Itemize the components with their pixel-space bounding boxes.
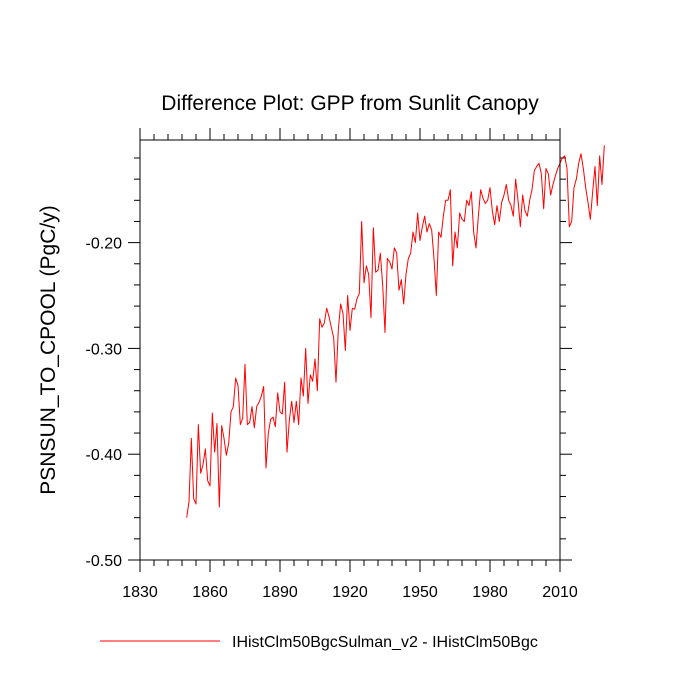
axis-ticks — [128, 128, 572, 572]
y-tick-label: -0.30 — [86, 341, 123, 358]
series-line — [186, 145, 605, 518]
x-tick-label: 1950 — [402, 584, 438, 601]
x-tick-label: 2010 — [542, 584, 578, 601]
y-tick-label: -0.20 — [86, 236, 123, 253]
x-tick-label: 1830 — [122, 584, 158, 601]
x-tick-label: 1980 — [472, 584, 508, 601]
plot-frame — [139, 139, 561, 561]
x-tick-label: 1920 — [332, 584, 368, 601]
legend: IHistClm50BgcSulman_v2 - IHistClm50Bgc — [100, 634, 538, 651]
x-tick-label: 1860 — [192, 584, 228, 601]
axis-tick-labels: 1830 1860 1890 1920 1950 1980 2010 -0.50 -0.40 -0… — [86, 236, 578, 601]
y-tick-label: -0.40 — [86, 447, 123, 464]
chart-title: Difference Plot: GPP from Sunlit Canopy — [161, 92, 539, 115]
legend-label: IHistClm50BgcSulman_v2 - IHistClm50Bgc — [232, 634, 538, 651]
series-layer — [186, 145, 605, 518]
x-tick-label: 1890 — [262, 584, 298, 601]
y-axis-label-group: PSNSUN_TO_CPOOL (PgC/y) — [37, 205, 60, 494]
y-axis-label: PSNSUN_TO_CPOOL (PgC/y) — [37, 205, 60, 494]
y-tick-label: -0.50 — [86, 553, 123, 570]
